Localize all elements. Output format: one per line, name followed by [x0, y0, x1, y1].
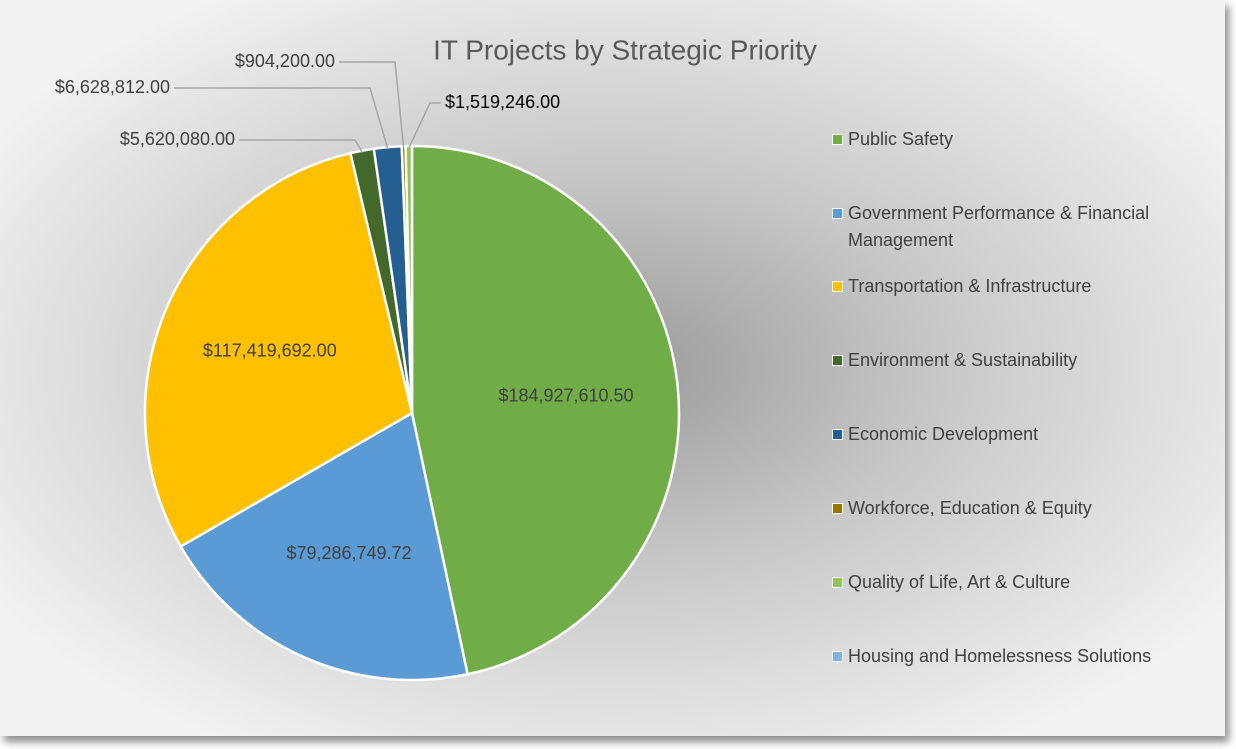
data-label: $904,200.00	[235, 51, 335, 71]
legend-swatch	[832, 503, 843, 514]
legend-item: Workforce, Education & Equity	[832, 495, 1222, 522]
leader-line	[174, 87, 389, 150]
leader-line	[408, 102, 441, 149]
legend-item: Environment & Sustainability	[832, 347, 1222, 374]
legend-swatch	[832, 577, 843, 588]
data-label: $6,628,812.00	[55, 77, 170, 97]
legend-item: Transportation & Infrastructure	[832, 273, 1222, 300]
data-label: $1,519,246.00	[445, 92, 560, 112]
legend-swatch	[832, 208, 843, 219]
chart-title: IT Projects by Strategic Priority	[433, 34, 817, 65]
legend-item: Housing and Homelessness Solutions	[832, 643, 1222, 670]
data-label: $184,927,610.50	[498, 386, 633, 406]
pie-slice	[179, 411, 470, 682]
legend-label: Transportation & Infrastructure	[848, 276, 1092, 296]
legend-label: Government Performance & Financial Manag…	[848, 203, 1150, 250]
data-label: $117,419,692.00	[203, 340, 337, 360]
pie-slice	[410, 144, 681, 676]
legend-swatch	[832, 134, 843, 145]
pie-slice	[143, 151, 414, 549]
legend-swatch	[832, 429, 843, 440]
legend-label: Public Safety	[848, 129, 954, 149]
legend-item: Economic Development	[832, 421, 1222, 448]
data-label: $79,286,749.72	[286, 543, 411, 563]
data-label: $5,620,080.00	[120, 129, 235, 149]
legend-item: Quality of Life, Art & Culture	[832, 569, 1222, 596]
legend-item: Public Safety	[832, 126, 1222, 153]
legend-label: Housing and Homelessness Solutions	[848, 646, 1152, 666]
legend-swatch	[832, 355, 843, 366]
legend-label: Quality of Life, Art & Culture	[848, 572, 1071, 592]
legend-label: Workforce, Education & Equity	[848, 498, 1092, 518]
legend-label: Economic Development	[848, 424, 1039, 444]
leader-line	[239, 139, 364, 154]
legend-label: Environment & Sustainability	[848, 350, 1078, 370]
pie-slice	[404, 144, 414, 414]
legend-swatch	[832, 651, 843, 662]
legend-item: Government Performance & Financial Manag…	[832, 200, 1222, 254]
legend-swatch	[832, 281, 843, 292]
leader-line	[339, 61, 405, 149]
